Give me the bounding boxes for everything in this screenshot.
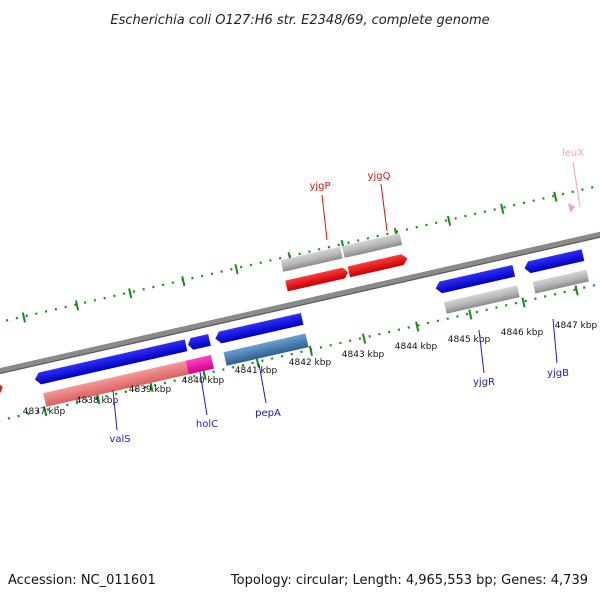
ruler-major-tick <box>21 312 26 323</box>
ruler-major-tick <box>446 215 452 226</box>
leader-line-pepA <box>258 363 267 404</box>
leader-line-yjgR <box>478 329 485 374</box>
leuX-marker[interactable] <box>568 202 576 213</box>
genome-backbone <box>0 224 600 380</box>
ruler-major-tick <box>415 321 420 332</box>
ruler-label: 4842 kbp <box>289 358 332 368</box>
ruler-major-tick <box>255 357 260 368</box>
ruler-major-tick <box>521 297 526 308</box>
gene-label-holC[interactable]: holC <box>196 419 218 430</box>
cds-valS[interactable] <box>34 339 188 385</box>
gene-block-yjgP-grey[interactable] <box>280 246 343 272</box>
gene-label-yjgQ[interactable]: yjgQ <box>368 171 391 182</box>
cds-yjgP[interactable] <box>285 267 349 292</box>
ruler-major-tick <box>553 191 558 202</box>
ruler-labels: 4837 kbp 4838 kbp 4839 kbp 4840 kbp 4841… <box>23 321 598 417</box>
genome-track-area <box>0 184 600 422</box>
ruler-major-tick <box>234 264 239 275</box>
gene-label-valS[interactable]: valS <box>109 434 130 445</box>
accession-text: Accession: NC_011601 <box>8 573 156 588</box>
ruler-major-tick <box>43 405 48 417</box>
leader-line-yjgQ <box>380 183 388 232</box>
cds-yjgQ[interactable] <box>347 253 409 278</box>
genome-title: Escherichia coli O127:H6 str. E2348/69, … <box>110 13 489 28</box>
ruler-label: 4843 kbp <box>342 350 385 360</box>
ruler-major-tick <box>308 345 313 356</box>
lower-major-ticks <box>43 285 579 417</box>
rna-valS[interactable] <box>43 360 189 407</box>
gene-block-yjgB-grey[interactable] <box>532 269 589 294</box>
forward-strand-features <box>0 202 576 402</box>
ruler-major-tick <box>128 288 133 299</box>
cds-left-edge[interactable] <box>0 381 4 402</box>
gene-label-yjgP[interactable]: yjgP <box>309 181 330 192</box>
ruler-major-tick <box>500 203 505 214</box>
ruler-major-tick <box>74 300 80 311</box>
ruler-major-tick <box>96 393 101 405</box>
gene-block-yjgQ-grey[interactable] <box>342 233 403 258</box>
ruler-label: 4844 kbp <box>395 342 438 352</box>
rna-holC[interactable] <box>185 354 214 375</box>
ruler-major-tick <box>574 285 579 296</box>
genome-backbone-shadow <box>0 229 600 382</box>
ruler-label: 4840 kbp <box>182 376 225 386</box>
upper-ruler-line <box>0 184 600 331</box>
ruler-major-tick <box>361 333 367 344</box>
ruler-label: 4839 kbp <box>129 385 172 395</box>
genome-summary-text: Topology: circular; Length: 4,965,553 bp… <box>230 573 588 588</box>
ruler-label: 4838 kbp <box>76 396 119 406</box>
cds-yjgB[interactable] <box>523 249 585 274</box>
ruler-label: 4841 kbp <box>235 366 278 376</box>
cds-holC[interactable] <box>187 334 211 351</box>
leader-line-holC <box>199 371 208 416</box>
cds-yjgR[interactable] <box>434 264 516 294</box>
leader-line-valS <box>112 389 118 431</box>
rna-pepA[interactable] <box>223 333 309 366</box>
leader-line-leuX <box>572 161 581 208</box>
ruler-label: 4846 kbp <box>501 328 544 338</box>
ruler-major-tick <box>202 369 207 380</box>
reverse-strand-features <box>34 249 589 407</box>
ruler-label: 4837 kbp <box>23 407 66 417</box>
gene-label-leuX[interactable]: leuX <box>562 148 584 159</box>
gene-label-pepA[interactable]: pepA <box>255 408 281 419</box>
leader-line-yjgP <box>321 194 328 241</box>
gene-block-yjgR-grey[interactable] <box>443 285 520 314</box>
gene-label-yjgB[interactable]: yjgB <box>547 368 569 379</box>
ruler-major-tick <box>149 381 154 393</box>
gene-labels: valS holC pepA yjgP yjgQ yjgR yjgB leuX <box>109 148 584 445</box>
cds-pepA[interactable] <box>214 313 304 344</box>
gene-label-yjgR[interactable]: yjgR <box>473 377 495 388</box>
ruler-label: 4847 kbp <box>555 321 598 331</box>
ruler-label: 4845 kbp <box>448 335 491 345</box>
ruler-major-tick <box>468 309 473 320</box>
leader-line-yjgB <box>552 318 558 364</box>
ruler-major-tick <box>181 276 186 287</box>
